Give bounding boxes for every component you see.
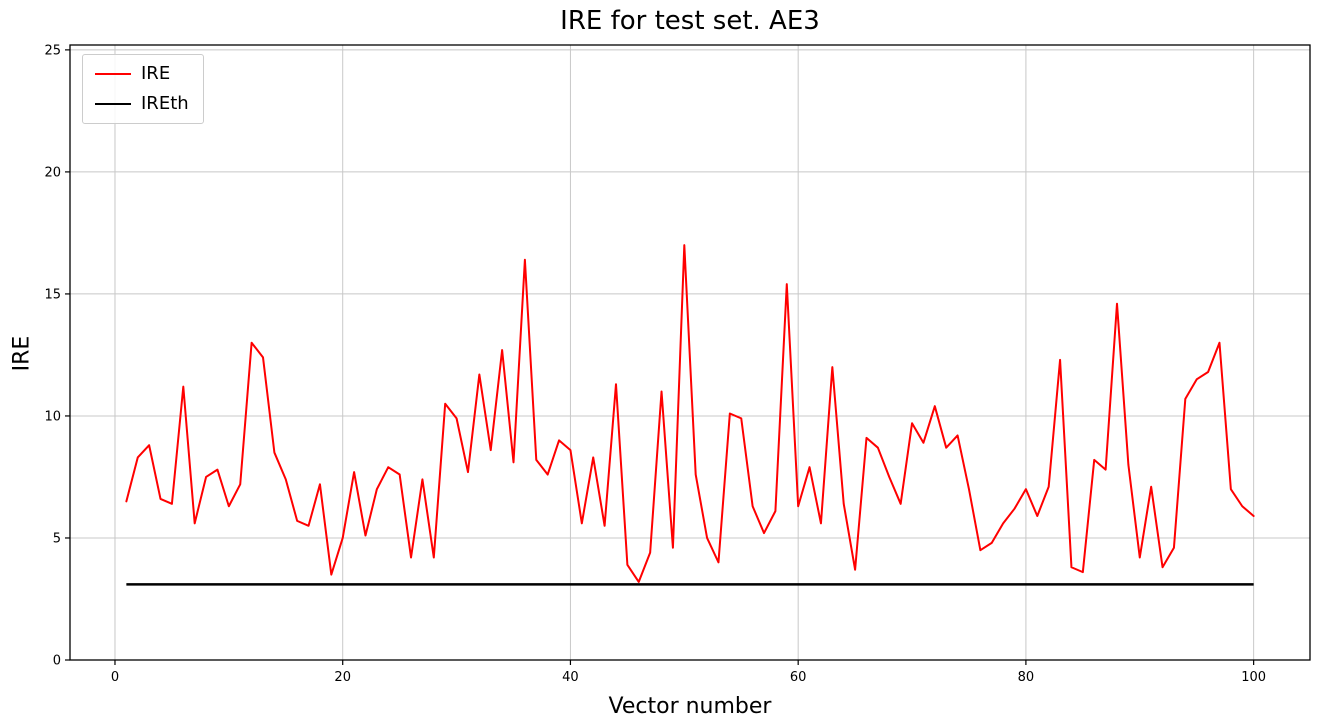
legend-line-sample-ireth (95, 103, 131, 105)
x-tick-label: 20 (334, 670, 351, 685)
legend-entry-ire: IRE (95, 65, 189, 83)
y-tick-label: 15 (44, 287, 61, 302)
axes-frame (69, 44, 1311, 661)
x-tick-label: 40 (562, 670, 579, 685)
chart-title: IRE for test set. AE3 (560, 6, 820, 36)
x-tick-label: 60 (790, 670, 807, 685)
y-tick-label: 5 (53, 531, 61, 546)
legend-label-ireth: IREth (141, 93, 189, 114)
legend-label-ire: IRE (141, 63, 171, 84)
x-tick-label: 100 (1241, 670, 1266, 685)
y-tick-label: 25 (44, 43, 61, 58)
y-tick-label: 10 (44, 409, 61, 424)
y-tick-label: 0 (53, 654, 61, 669)
y-tick-label: 20 (44, 165, 61, 180)
y-axis-label: IRE (9, 335, 35, 372)
x-tick-label: 80 (1018, 670, 1035, 685)
legend: IRE IREth (82, 54, 204, 124)
legend-line-sample-ire (95, 73, 131, 75)
ire-line (125, 244, 1255, 583)
x-axis-label: Vector number (608, 694, 772, 719)
legend-entry-ireth: IREth (95, 95, 189, 113)
x-tick-label: 0 (111, 670, 119, 685)
